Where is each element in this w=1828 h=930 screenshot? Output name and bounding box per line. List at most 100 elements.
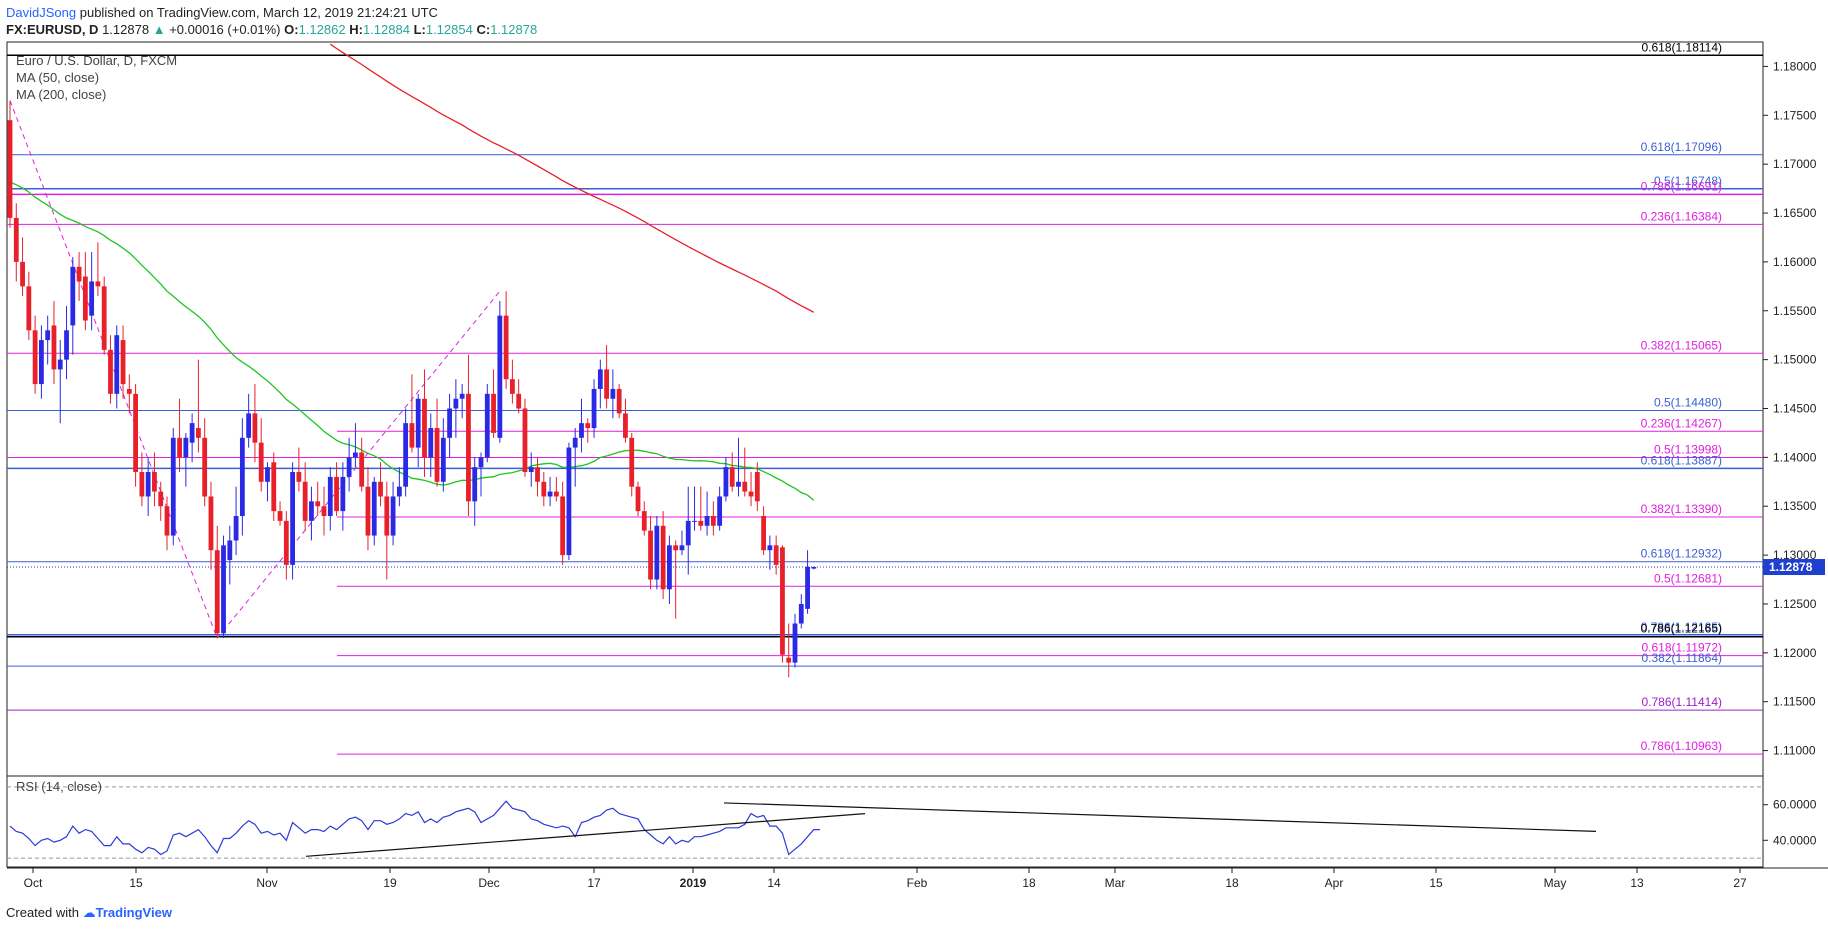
- time-tick-label: 2019: [680, 876, 707, 890]
- candle-body: [591, 388, 597, 429]
- candle-body: [57, 359, 63, 370]
- candle-body: [239, 437, 245, 517]
- candle-body: [359, 452, 365, 487]
- rsi-tick-label: 60.0000: [1773, 798, 1817, 812]
- legend-ma50[interactable]: MA (50, close): [16, 70, 100, 85]
- candle-body: [82, 276, 88, 321]
- candle-body: [710, 516, 716, 526]
- candle-body: [384, 496, 390, 536]
- price-tick-label: 1.16500: [1773, 206, 1817, 220]
- fib-level-label: 0.786(1.12165): [1641, 622, 1722, 636]
- candle-body: [246, 413, 252, 438]
- candle-body: [227, 540, 233, 560]
- candle-body: [572, 437, 578, 448]
- candle-body: [786, 657, 792, 663]
- legend-ma200[interactable]: MA (200, close): [16, 87, 107, 102]
- ma50-line: [9, 181, 815, 501]
- candle-body: [704, 516, 710, 526]
- tradingview-brand[interactable]: TradingView: [95, 905, 172, 920]
- tradingview-logo-icon: ☁: [82, 905, 96, 920]
- candle-body: [761, 516, 766, 551]
- candle-body: [271, 462, 277, 512]
- candle-body: [258, 442, 264, 482]
- candle-body: [428, 428, 434, 458]
- open-value: 1.12862: [298, 22, 346, 37]
- candle-body: [32, 330, 38, 385]
- candle-body: [679, 545, 685, 551]
- candle-body: [13, 217, 19, 262]
- candle-body: [39, 340, 44, 385]
- price-tick-label: 1.14000: [1773, 450, 1817, 464]
- fib-level-label: 0.618(1.11972): [1641, 641, 1722, 655]
- candle-body: [277, 511, 283, 521]
- candle-body: [196, 428, 201, 438]
- fib-level-label: 0.786(1.12185): [1641, 620, 1722, 634]
- candle-body: [321, 506, 327, 517]
- close-key: C:: [476, 22, 491, 37]
- author-link[interactable]: DavidJSong: [6, 5, 77, 20]
- footer: Created with ☁TradingView: [6, 905, 172, 921]
- last-price: 1.12878: [102, 22, 150, 37]
- candle-body: [553, 491, 559, 497]
- time-tick-label: Dec: [478, 876, 499, 890]
- candle-body: [541, 481, 547, 497]
- rsi-line: [9, 800, 821, 856]
- candle-body: [516, 393, 522, 409]
- candle-body: [748, 491, 754, 497]
- candle-body: [742, 481, 748, 492]
- candle-body: [177, 437, 182, 458]
- candle-body: [108, 349, 113, 394]
- candle-body: [692, 520, 697, 522]
- candle-body: [365, 486, 371, 536]
- candle-body: [390, 496, 396, 536]
- candle-body: [673, 545, 679, 551]
- candle-body: [252, 413, 258, 443]
- candle-body: [459, 393, 465, 399]
- rsi-legend[interactable]: RSI (14, close): [16, 779, 102, 794]
- time-tick-label: Oct: [24, 876, 43, 890]
- candle-body: [139, 472, 145, 497]
- high-key: H:: [349, 22, 363, 37]
- fib-swing-line: [216, 290, 501, 639]
- candle-body: [811, 567, 817, 569]
- fib-level-label: 0.236(1.16384): [1641, 209, 1722, 223]
- time-tick-label: 15: [1429, 876, 1443, 890]
- change-arrow-icon: ▲: [152, 22, 166, 37]
- legend-title[interactable]: Euro / U.S. Dollar, D, FXCM: [16, 53, 178, 68]
- close-value: 1.12878: [490, 22, 538, 37]
- candle-body: [126, 388, 132, 394]
- candle-body: [440, 437, 446, 482]
- time-tick-label: 18: [1225, 876, 1239, 890]
- candle-body: [64, 330, 69, 360]
- candle-body: [623, 413, 628, 438]
- price-tick-label: 1.11000: [1773, 744, 1816, 758]
- price-tick-label: 1.15500: [1773, 304, 1817, 318]
- fib-level-label: 0.786(1.10963): [1641, 739, 1722, 753]
- candle-body: [453, 398, 459, 409]
- candle-body: [371, 481, 377, 536]
- rsi-trendline: [305, 813, 866, 857]
- chart-frame: [6, 41, 1764, 868]
- open-key: O:: [284, 22, 299, 37]
- candle-body: [183, 437, 189, 458]
- candle-body: [585, 423, 591, 429]
- price-tick-label: 1.11500: [1773, 695, 1816, 709]
- candle-body: [422, 398, 427, 458]
- fib-level-label: 0.382(1.11864): [1641, 651, 1722, 665]
- symbol-label[interactable]: FX:EURUSD, D: [6, 22, 99, 37]
- candle-body: [610, 388, 616, 399]
- candle-body: [648, 530, 653, 580]
- candle-body: [685, 520, 691, 546]
- chart-legend: Euro / U.S. Dollar, D, FXCM MA (50, clos…: [16, 52, 177, 103]
- candle-body: [214, 550, 220, 634]
- fib-level-label: 0.5(1.13998): [1654, 443, 1722, 457]
- candle-body: [660, 525, 666, 590]
- low-key: L:: [413, 22, 426, 37]
- change-value: +0.00016 (+0.01%): [169, 22, 281, 37]
- fib-level-label: 0.382(1.13390): [1641, 502, 1722, 516]
- price-tick-label: 1.12500: [1773, 597, 1817, 611]
- candle-body: [773, 545, 779, 565]
- candle-body: [484, 393, 490, 458]
- candle-body: [346, 457, 352, 477]
